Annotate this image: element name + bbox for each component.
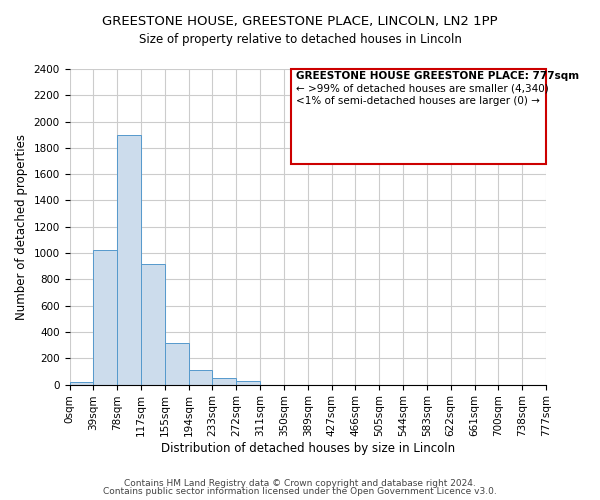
Bar bbox=[117, 134, 141, 384]
Text: GREESTONE HOUSE, GREESTONE PLACE, LINCOLN, LN2 1PP: GREESTONE HOUSE, GREESTONE PLACE, LINCOL… bbox=[102, 15, 498, 28]
Bar bbox=[141, 264, 165, 384]
Bar bbox=[188, 370, 212, 384]
Y-axis label: Number of detached properties: Number of detached properties bbox=[15, 134, 28, 320]
Bar bbox=[165, 342, 188, 384]
Text: <1% of semi-detached houses are larger (0) →: <1% of semi-detached houses are larger (… bbox=[296, 96, 540, 106]
Bar bbox=[236, 380, 260, 384]
Bar bbox=[94, 250, 117, 384]
Bar bbox=[70, 382, 94, 384]
FancyBboxPatch shape bbox=[291, 69, 546, 164]
Text: Contains HM Land Registry data © Crown copyright and database right 2024.: Contains HM Land Registry data © Crown c… bbox=[124, 478, 476, 488]
Text: GREESTONE HOUSE GREESTONE PLACE: 777sqm: GREESTONE HOUSE GREESTONE PLACE: 777sqm bbox=[296, 70, 579, 81]
Text: Contains public sector information licensed under the Open Government Licence v3: Contains public sector information licen… bbox=[103, 487, 497, 496]
Text: Size of property relative to detached houses in Lincoln: Size of property relative to detached ho… bbox=[139, 32, 461, 46]
Text: ← >99% of detached houses are smaller (4,340): ← >99% of detached houses are smaller (4… bbox=[296, 83, 548, 93]
X-axis label: Distribution of detached houses by size in Lincoln: Distribution of detached houses by size … bbox=[161, 442, 455, 455]
Bar bbox=[212, 378, 236, 384]
